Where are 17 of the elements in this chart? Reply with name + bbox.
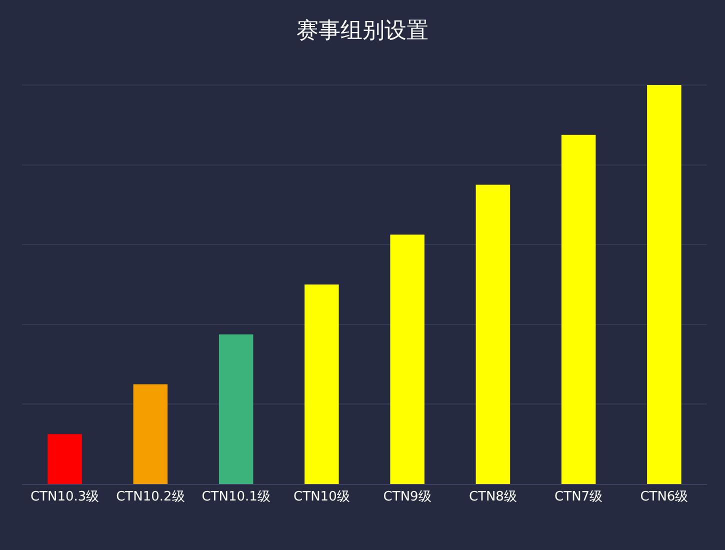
x-tick-label: CTN10.1级: [202, 490, 270, 505]
bar: [390, 234, 424, 484]
x-tick-label: CTN6级: [640, 490, 688, 505]
x-tick-label: CTN8级: [468, 490, 517, 505]
x-tick-label: CTN7级: [554, 490, 603, 505]
bar: [304, 284, 339, 484]
bar: [647, 85, 682, 484]
x-tick-label: CTN10级: [294, 490, 350, 505]
x-tick-label: CTN10.2级: [116, 490, 185, 505]
x-tick-label: CTN10.3级: [30, 490, 100, 505]
bar: [133, 384, 168, 484]
bar: [561, 134, 596, 484]
x-tick-label: CTN9级: [383, 490, 432, 505]
bar: [48, 434, 82, 484]
bar: [218, 334, 254, 484]
chart-title: 赛事组别设置: [296, 18, 428, 44]
bar: [476, 184, 510, 484]
